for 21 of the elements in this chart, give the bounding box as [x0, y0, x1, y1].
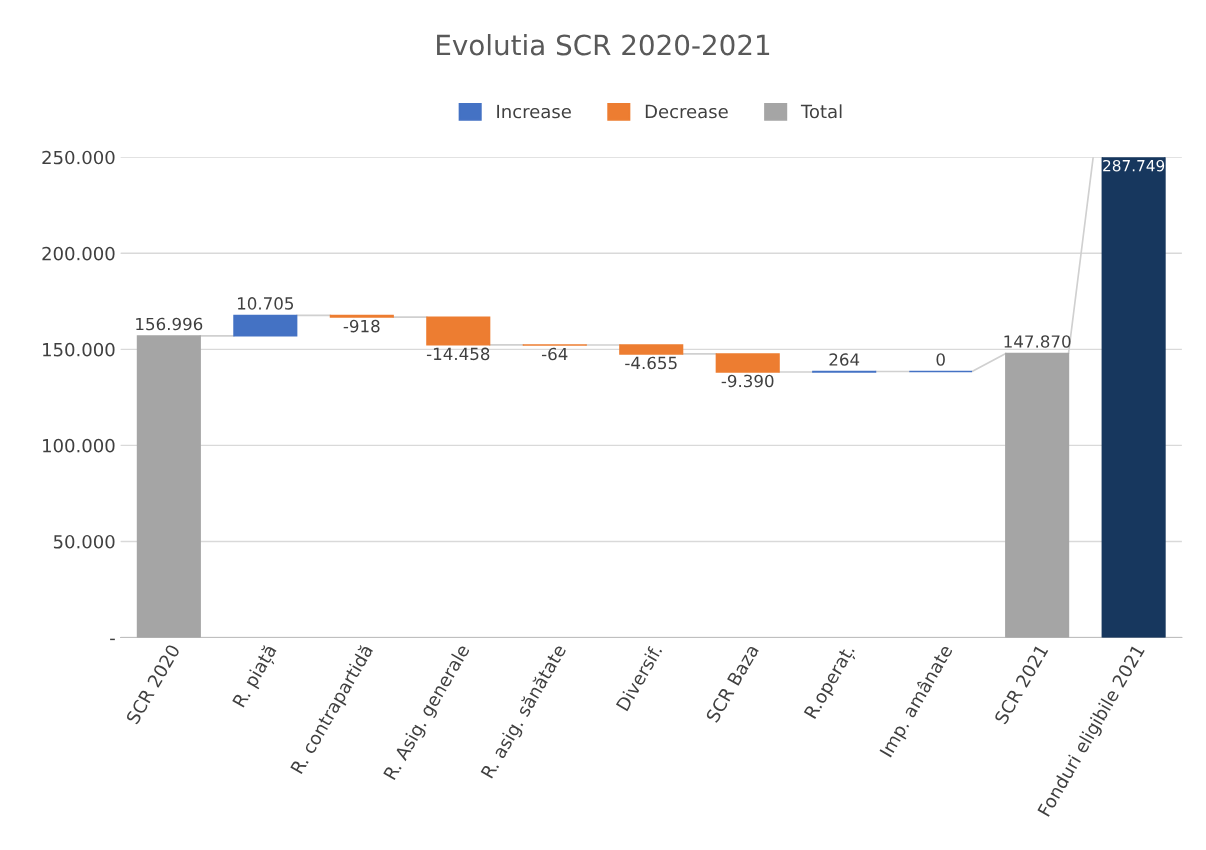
y-tick-label: 150.000 [43, 342, 115, 357]
data-label: -918 [343, 319, 380, 333]
legend-label: Decrease [645, 104, 728, 119]
y-tick-label: 100.000 [43, 438, 115, 453]
y-tick-label: 200.000 [42, 246, 115, 261]
y-tick-label: 50.000 [53, 534, 115, 549]
data-label: -9.390 [721, 374, 774, 388]
legend-label: Total [800, 104, 842, 119]
y-tick-label: 250.000 [42, 150, 115, 165]
chart-title: Evolutia SCR 2020-2021 [437, 34, 770, 56]
data-label: 147.870 [1004, 335, 1071, 348]
data-label: -4.655 [625, 356, 677, 370]
data-label: 287.749 [1103, 159, 1165, 172]
y-tick-label: - [110, 638, 115, 641]
data-label: 10.705 [237, 297, 294, 310]
data-label: 264 [829, 353, 860, 366]
data-label: 0 [936, 353, 945, 366]
data-label: -14.458 [426, 347, 490, 361]
data-label: 156.996 [136, 317, 203, 331]
data-label: -64 [541, 347, 568, 361]
legend-label: Increase [497, 104, 571, 119]
